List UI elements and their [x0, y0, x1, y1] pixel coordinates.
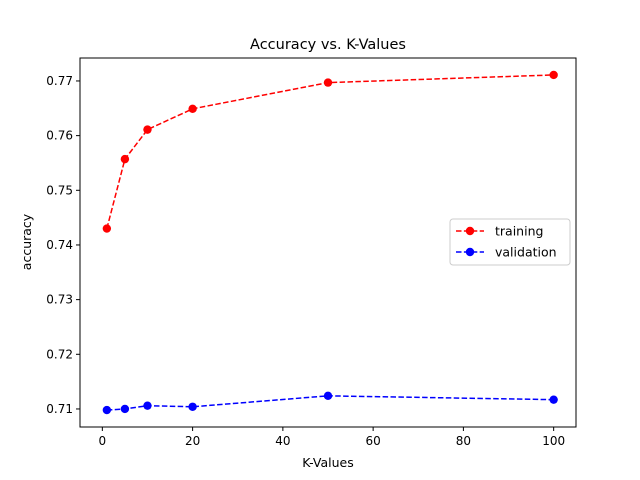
series-line-validation: [106, 395, 554, 411]
x-tick-label: 40: [275, 434, 290, 448]
legend-entry-training: training: [456, 224, 543, 239]
x-axis-label: K-Values: [302, 455, 354, 470]
legend-entry-validation: validation: [456, 245, 557, 260]
series-validation: [102, 391, 558, 415]
x-tick-label: 60: [365, 434, 380, 448]
series-line-training: [106, 74, 554, 229]
data-point-training: [188, 104, 197, 114]
legend-label: training: [495, 224, 543, 239]
y-tick-label: 0.73: [46, 293, 73, 307]
chart-title: Accuracy vs. K-Values: [250, 37, 406, 53]
legend: training validation: [449, 218, 571, 266]
y-tick-label: 0.74: [46, 238, 73, 252]
data-point-training: [120, 154, 130, 164]
legend-label: validation: [495, 245, 557, 260]
y-axis-label: accuracy: [19, 213, 34, 270]
data-point-validation: [102, 405, 112, 415]
x-tick-label: 0: [99, 434, 107, 448]
y-tick-label: 0.72: [46, 347, 73, 361]
y-tick-label: 0.75: [46, 183, 73, 197]
legend-marker-swatch: [465, 226, 475, 236]
x-axis-ticks: 0 20 40 60 80 100: [99, 427, 565, 448]
data-point-training: [549, 70, 558, 80]
y-tick-label: 0.76: [46, 129, 73, 143]
legend-entries: training validation: [456, 224, 557, 260]
series-layer: [102, 70, 558, 415]
data-point-validation: [323, 391, 333, 401]
data-point-training: [143, 125, 152, 134]
data-point-validation: [120, 404, 130, 414]
legend-marker-swatch: [465, 247, 475, 257]
y-tick-label: 0.77: [46, 74, 73, 88]
data-point-training: [323, 78, 333, 87]
x-tick-label: 20: [185, 434, 200, 448]
data-point-validation: [188, 402, 197, 411]
data-point-training: [102, 224, 112, 233]
x-tick-label: 100: [542, 434, 565, 448]
x-tick-label: 80: [456, 434, 471, 448]
y-tick-label: 0.71: [46, 402, 73, 416]
y-axis-ticks: 0.71 0.72 0.73 0.74 0.75 0.76 0.77: [46, 74, 80, 416]
series-training: [102, 70, 558, 233]
data-point-validation: [549, 395, 558, 404]
data-point-validation: [143, 401, 152, 410]
plot-frame: [79, 57, 577, 428]
